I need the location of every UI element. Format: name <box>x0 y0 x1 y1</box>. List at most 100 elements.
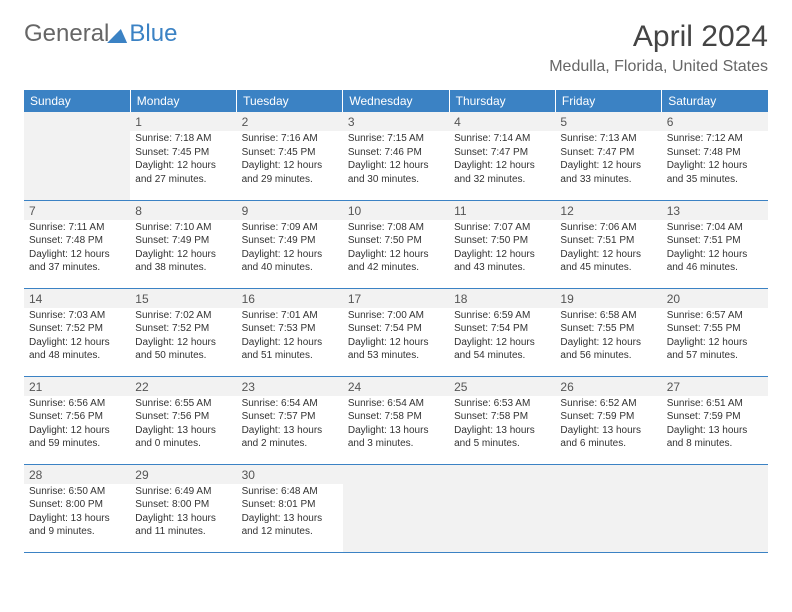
sunrise-text: Sunrise: 6:55 AM <box>135 398 231 411</box>
calendar-day-cell: 28Sunrise: 6:50 AMSunset: 8:00 PMDayligh… <box>24 464 130 552</box>
calendar-empty-cell <box>662 464 768 552</box>
daylight-text: Daylight: 12 hours <box>135 337 231 350</box>
day-number: 16 <box>237 289 343 308</box>
weekday-header: Thursday <box>449 90 555 112</box>
daylight-text: and 9 minutes. <box>29 526 125 539</box>
daylight-text: Daylight: 12 hours <box>454 337 550 350</box>
daylight-text: and 45 minutes. <box>560 262 656 275</box>
daylight-text: Daylight: 13 hours <box>560 425 656 438</box>
daylight-text: Daylight: 13 hours <box>135 513 231 526</box>
calendar-day-cell: 15Sunrise: 7:02 AMSunset: 7:52 PMDayligh… <box>130 288 236 376</box>
daylight-text: and 48 minutes. <box>29 350 125 363</box>
calendar-day-cell: 10Sunrise: 7:08 AMSunset: 7:50 PMDayligh… <box>343 200 449 288</box>
sunset-text: Sunset: 8:00 PM <box>29 499 125 512</box>
sunrise-text: Sunrise: 7:09 AM <box>242 222 338 235</box>
day-number: 25 <box>449 377 555 396</box>
calendar-day-cell: 23Sunrise: 6:54 AMSunset: 7:57 PMDayligh… <box>237 376 343 464</box>
day-number: 12 <box>555 201 661 220</box>
calendar-day-cell: 30Sunrise: 6:48 AMSunset: 8:01 PMDayligh… <box>237 464 343 552</box>
daylight-text: and 5 minutes. <box>454 438 550 451</box>
sunset-text: Sunset: 7:56 PM <box>135 411 231 424</box>
daylight-text: and 59 minutes. <box>29 438 125 451</box>
daylight-text: Daylight: 12 hours <box>242 337 338 350</box>
daylight-text: Daylight: 12 hours <box>560 249 656 262</box>
sunset-text: Sunset: 7:53 PM <box>242 323 338 336</box>
daylight-text: and 2 minutes. <box>242 438 338 451</box>
sunrise-text: Sunrise: 6:49 AM <box>135 486 231 499</box>
daylight-text: Daylight: 12 hours <box>242 160 338 173</box>
calendar-week-row: 14Sunrise: 7:03 AMSunset: 7:52 PMDayligh… <box>24 288 768 376</box>
sunrise-text: Sunrise: 7:08 AM <box>348 222 444 235</box>
sunset-text: Sunset: 7:52 PM <box>135 323 231 336</box>
calendar-day-cell: 27Sunrise: 6:51 AMSunset: 7:59 PMDayligh… <box>662 376 768 464</box>
sunrise-text: Sunrise: 6:50 AM <box>29 486 125 499</box>
daylight-text: Daylight: 12 hours <box>667 337 763 350</box>
daylight-text: and 27 minutes. <box>135 174 231 187</box>
sunrise-text: Sunrise: 7:02 AM <box>135 310 231 323</box>
day-number: 28 <box>24 465 130 484</box>
daylight-text: Daylight: 12 hours <box>454 160 550 173</box>
sunset-text: Sunset: 8:00 PM <box>135 499 231 512</box>
daylight-text: and 11 minutes. <box>135 526 231 539</box>
daylight-text: Daylight: 12 hours <box>29 425 125 438</box>
daylight-text: and 53 minutes. <box>348 350 444 363</box>
calendar-day-cell: 18Sunrise: 6:59 AMSunset: 7:54 PMDayligh… <box>449 288 555 376</box>
day-number: 17 <box>343 289 449 308</box>
calendar-day-cell: 1Sunrise: 7:18 AMSunset: 7:45 PMDaylight… <box>130 112 236 200</box>
calendar-day-cell: 26Sunrise: 6:52 AMSunset: 7:59 PMDayligh… <box>555 376 661 464</box>
daylight-text: and 0 minutes. <box>135 438 231 451</box>
calendar-day-cell: 6Sunrise: 7:12 AMSunset: 7:48 PMDaylight… <box>662 112 768 200</box>
calendar-day-cell: 20Sunrise: 6:57 AMSunset: 7:55 PMDayligh… <box>662 288 768 376</box>
day-number: 8 <box>130 201 236 220</box>
sunset-text: Sunset: 7:49 PM <box>242 235 338 248</box>
sunrise-text: Sunrise: 7:11 AM <box>29 222 125 235</box>
daylight-text: Daylight: 12 hours <box>348 249 444 262</box>
calendar-day-cell: 4Sunrise: 7:14 AMSunset: 7:47 PMDaylight… <box>449 112 555 200</box>
daylight-text: and 12 minutes. <box>242 526 338 539</box>
sunrise-text: Sunrise: 7:18 AM <box>135 133 231 146</box>
daylight-text: and 37 minutes. <box>29 262 125 275</box>
sunrise-text: Sunrise: 7:04 AM <box>667 222 763 235</box>
sunrise-text: Sunrise: 6:57 AM <box>667 310 763 323</box>
sunset-text: Sunset: 7:48 PM <box>667 147 763 160</box>
sunset-text: Sunset: 7:54 PM <box>348 323 444 336</box>
sunset-text: Sunset: 8:01 PM <box>242 499 338 512</box>
daylight-text: Daylight: 13 hours <box>667 425 763 438</box>
sunset-text: Sunset: 7:59 PM <box>560 411 656 424</box>
day-number: 11 <box>449 201 555 220</box>
logo-triangle-icon <box>108 29 132 43</box>
calendar-empty-cell <box>449 464 555 552</box>
daylight-text: and 57 minutes. <box>667 350 763 363</box>
sunset-text: Sunset: 7:49 PM <box>135 235 231 248</box>
daylight-text: and 43 minutes. <box>454 262 550 275</box>
calendar-day-cell: 24Sunrise: 6:54 AMSunset: 7:58 PMDayligh… <box>343 376 449 464</box>
sunset-text: Sunset: 7:51 PM <box>667 235 763 248</box>
daylight-text: and 42 minutes. <box>348 262 444 275</box>
calendar-empty-cell <box>555 464 661 552</box>
calendar-day-cell: 11Sunrise: 7:07 AMSunset: 7:50 PMDayligh… <box>449 200 555 288</box>
daylight-text: Daylight: 13 hours <box>454 425 550 438</box>
daylight-text: Daylight: 12 hours <box>560 337 656 350</box>
sunrise-text: Sunrise: 6:58 AM <box>560 310 656 323</box>
sunset-text: Sunset: 7:59 PM <box>667 411 763 424</box>
weekday-header: Saturday <box>662 90 768 112</box>
weekday-header: Monday <box>130 90 236 112</box>
day-number: 2 <box>237 112 343 131</box>
sunset-text: Sunset: 7:50 PM <box>454 235 550 248</box>
sunset-text: Sunset: 7:52 PM <box>29 323 125 336</box>
calendar-day-cell: 8Sunrise: 7:10 AMSunset: 7:49 PMDaylight… <box>130 200 236 288</box>
calendar-day-cell: 13Sunrise: 7:04 AMSunset: 7:51 PMDayligh… <box>662 200 768 288</box>
day-number: 20 <box>662 289 768 308</box>
logo-text-blue: Blue <box>129 20 177 48</box>
sunrise-text: Sunrise: 6:59 AM <box>454 310 550 323</box>
weekday-header: Tuesday <box>237 90 343 112</box>
calendar-week-row: 7Sunrise: 7:11 AMSunset: 7:48 PMDaylight… <box>24 200 768 288</box>
calendar-day-cell: 2Sunrise: 7:16 AMSunset: 7:45 PMDaylight… <box>237 112 343 200</box>
daylight-text: Daylight: 13 hours <box>242 425 338 438</box>
calendar-day-cell: 16Sunrise: 7:01 AMSunset: 7:53 PMDayligh… <box>237 288 343 376</box>
daylight-text: Daylight: 12 hours <box>667 249 763 262</box>
sunset-text: Sunset: 7:51 PM <box>560 235 656 248</box>
sunset-text: Sunset: 7:55 PM <box>560 323 656 336</box>
day-number: 30 <box>237 465 343 484</box>
daylight-text: and 51 minutes. <box>242 350 338 363</box>
